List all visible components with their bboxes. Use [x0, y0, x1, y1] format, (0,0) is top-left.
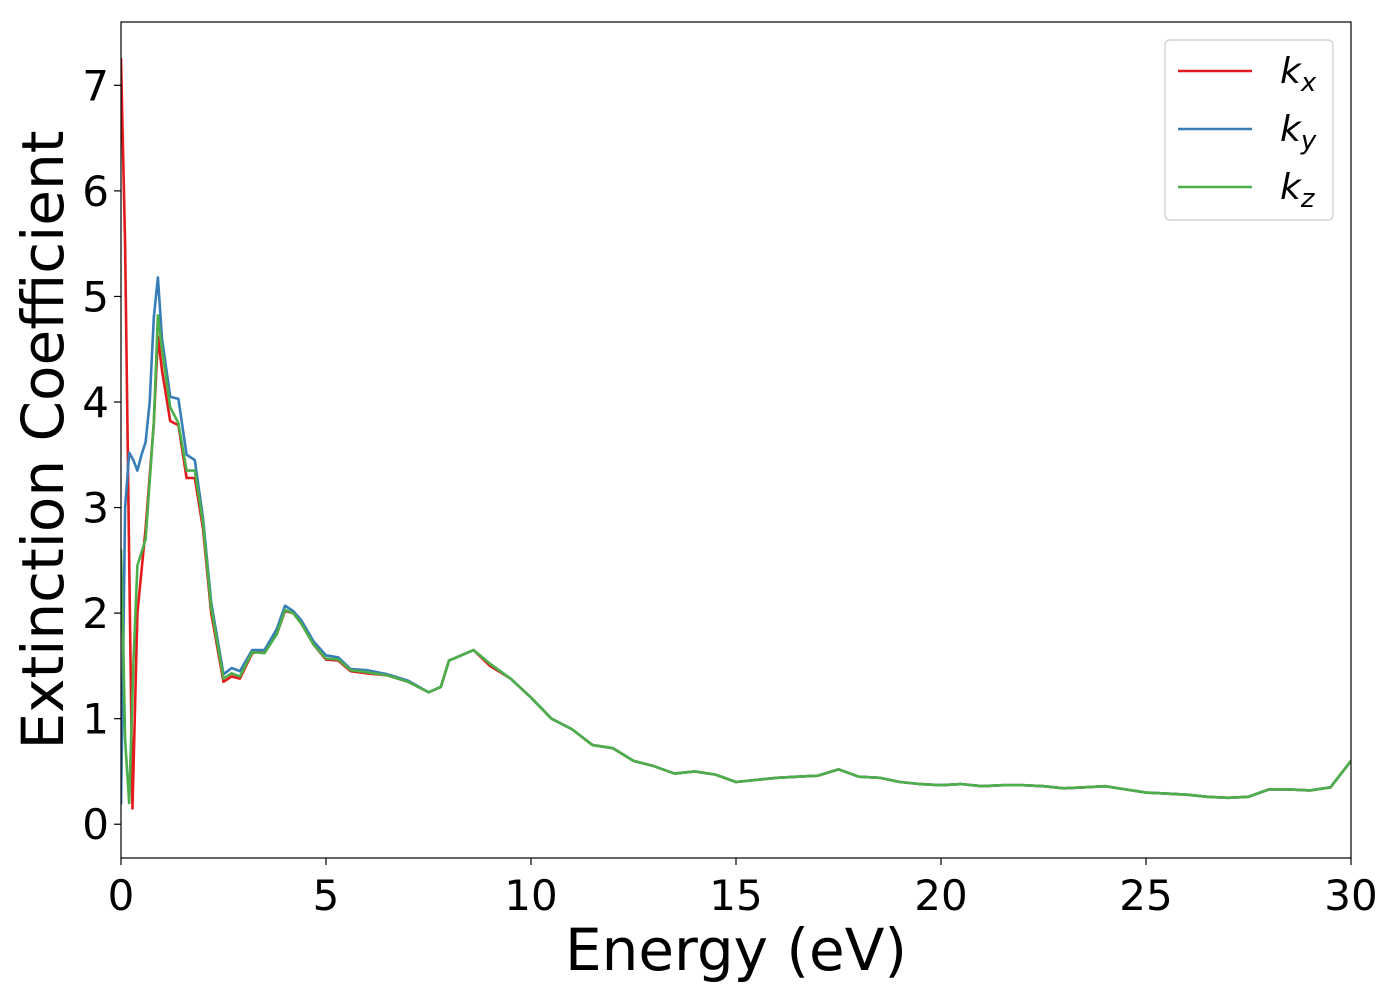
x-tick-label: 30 — [1324, 871, 1377, 920]
legend-label-kx: kx — [1280, 51, 1317, 98]
y-tick-label: 5 — [82, 272, 109, 321]
y-axis: 0 1 2 3 4 5 6 7 — [82, 61, 121, 849]
x-tick-label: 25 — [1119, 871, 1172, 920]
x-tick-label: 20 — [914, 871, 967, 920]
series-line-kz — [121, 314, 1351, 805]
y-tick-label: 0 — [82, 800, 109, 849]
series-layer — [121, 57, 1351, 810]
x-axis-label: Energy (eV) — [565, 916, 907, 984]
y-tick-label: 1 — [82, 695, 109, 744]
x-tick-label: 5 — [313, 871, 340, 920]
y-tick-label: 7 — [82, 61, 109, 110]
legend-label-ky: ky — [1280, 109, 1317, 156]
y-tick-label: 3 — [82, 484, 109, 533]
x-axis: 0 5 10 15 20 25 30 — [108, 858, 1378, 920]
y-tick-label: 2 — [82, 589, 109, 638]
x-tick-label: 0 — [108, 871, 135, 920]
y-axis-label: Extinction Coefficient — [9, 131, 77, 750]
x-tick-label: 10 — [504, 871, 557, 920]
x-tick-label: 15 — [709, 871, 762, 920]
legend-label-kz: kz — [1280, 167, 1316, 214]
series-line-ky — [121, 276, 1351, 805]
legend: kx ky kz — [1164, 39, 1334, 221]
y-tick-label: 4 — [82, 378, 109, 427]
y-tick-label: 6 — [82, 167, 109, 216]
